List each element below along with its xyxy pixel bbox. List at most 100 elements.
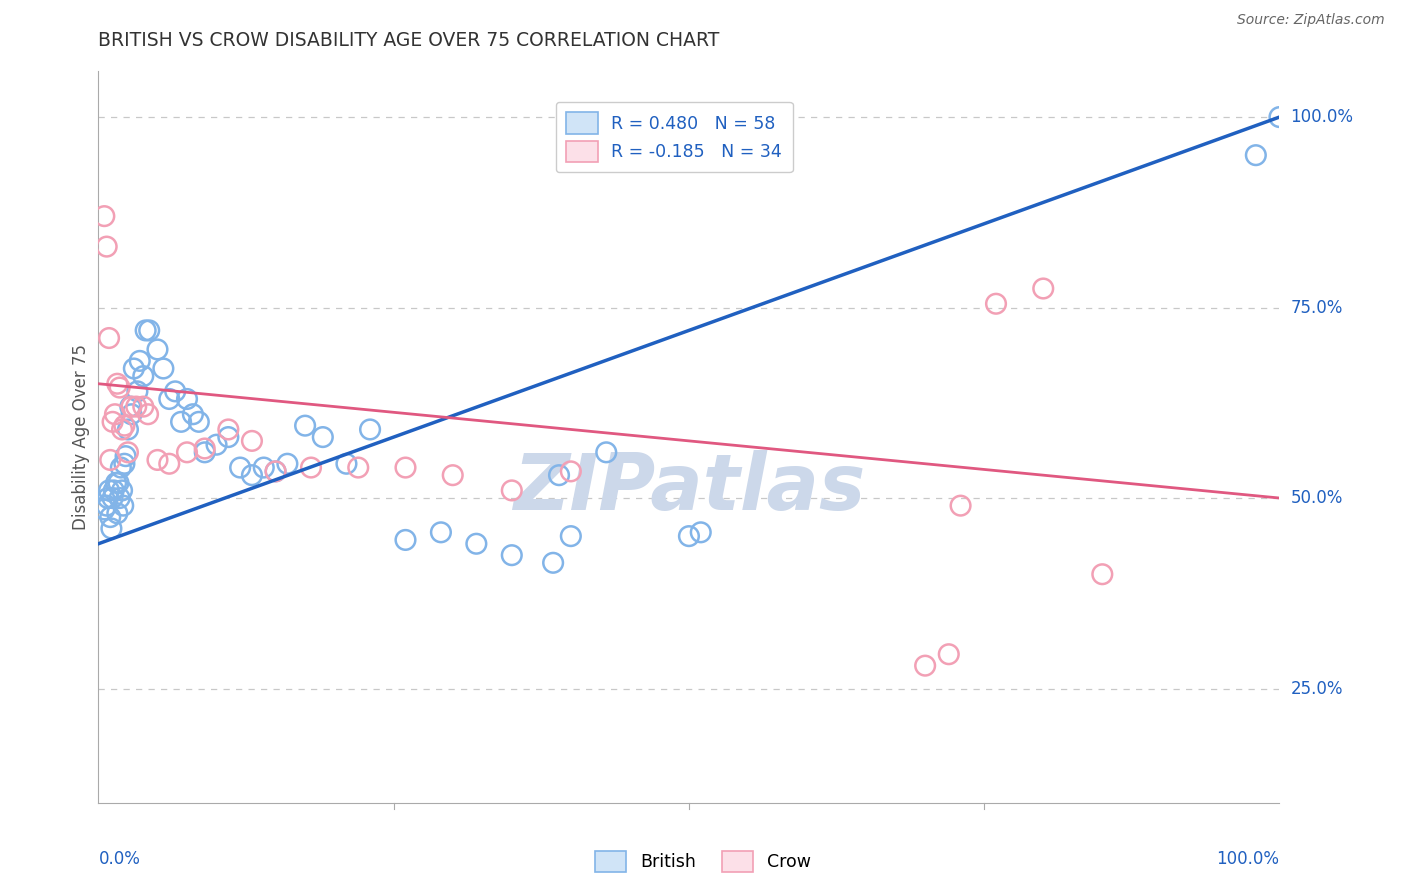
Text: 50.0%: 50.0% [1291, 489, 1343, 507]
Point [276, 457, 298, 471]
Point [187, 415, 209, 429]
Point [240, 468, 263, 483]
Point [111, 422, 134, 436]
Text: BRITISH VS CROW DISABILITY AGE OVER 75 CORRELATION CHART: BRITISH VS CROW DISABILITY AGE OVER 75 C… [98, 31, 720, 50]
Point [560, 464, 582, 478]
Point [117, 422, 139, 436]
Point [98, 483, 121, 498]
Point [152, 361, 174, 376]
Point [240, 434, 263, 448]
Point [111, 483, 134, 498]
Point [264, 464, 287, 478]
Point [465, 537, 488, 551]
Point [112, 457, 135, 471]
Point [312, 430, 335, 444]
Point [135, 323, 157, 337]
Point [120, 400, 142, 414]
Text: Source: ZipAtlas.com: Source: ZipAtlas.com [1237, 13, 1385, 28]
Point [205, 438, 228, 452]
Point [98, 453, 121, 467]
Point [132, 400, 155, 414]
Point [98, 510, 121, 524]
Point [157, 457, 180, 471]
Point [121, 400, 143, 414]
Legend: British, Crow: British, Crow [588, 844, 818, 879]
Point [105, 376, 128, 391]
Point [394, 533, 416, 547]
Text: 0.0%: 0.0% [98, 850, 141, 868]
Point [217, 422, 239, 436]
Point [938, 647, 960, 661]
Text: 25.0%: 25.0% [1291, 680, 1343, 698]
Point [103, 483, 125, 498]
Point [105, 506, 128, 520]
Point [595, 445, 617, 459]
Point [501, 483, 523, 498]
Point [176, 445, 198, 459]
Point [114, 449, 136, 463]
Point [560, 529, 582, 543]
Point [194, 445, 217, 459]
Point [949, 499, 972, 513]
Point [108, 380, 131, 394]
Point [100, 521, 122, 535]
Point [194, 442, 217, 456]
Point [430, 525, 453, 540]
Point [97, 491, 120, 505]
Point [105, 475, 128, 490]
Point [136, 407, 159, 421]
Point [96, 499, 118, 513]
Y-axis label: Disability Age Over 75: Disability Age Over 75 [72, 344, 90, 530]
Point [101, 491, 124, 505]
Point [541, 556, 564, 570]
Point [984, 297, 1007, 311]
Point [93, 502, 115, 516]
Point [359, 422, 381, 436]
Point [176, 392, 198, 406]
Point [253, 460, 276, 475]
Point [127, 384, 149, 399]
Point [264, 464, 287, 478]
Point [181, 407, 204, 421]
Legend: R = 0.480   N = 58, R = -0.185   N = 34: R = 0.480 N = 58, R = -0.185 N = 34 [555, 102, 793, 172]
Point [128, 354, 150, 368]
Point [96, 239, 118, 253]
Text: 100.0%: 100.0% [1291, 108, 1354, 126]
Point [157, 392, 180, 406]
Point [138, 323, 160, 337]
Point [165, 384, 187, 399]
Point [394, 460, 416, 475]
Point [335, 457, 357, 471]
Point [170, 415, 193, 429]
Point [146, 453, 169, 467]
Point [914, 658, 936, 673]
Point [347, 460, 370, 475]
Point [108, 491, 131, 505]
Point [548, 468, 571, 483]
Point [678, 529, 700, 543]
Point [441, 468, 464, 483]
Text: 75.0%: 75.0% [1291, 299, 1343, 317]
Point [229, 460, 252, 475]
Point [121, 407, 143, 421]
Point [501, 548, 523, 562]
Point [146, 343, 169, 357]
Text: 100.0%: 100.0% [1216, 850, 1279, 868]
Point [117, 445, 139, 459]
Point [110, 460, 132, 475]
Point [294, 418, 316, 433]
Point [125, 400, 148, 414]
Point [1268, 110, 1291, 124]
Point [107, 475, 129, 490]
Point [101, 415, 124, 429]
Point [1091, 567, 1114, 582]
Point [112, 499, 135, 513]
Point [93, 209, 115, 223]
Text: ZIPatlas: ZIPatlas [513, 450, 865, 526]
Point [1244, 148, 1267, 162]
Point [1032, 281, 1054, 295]
Point [122, 361, 145, 376]
Point [112, 418, 135, 433]
Point [217, 430, 239, 444]
Point [104, 407, 127, 421]
